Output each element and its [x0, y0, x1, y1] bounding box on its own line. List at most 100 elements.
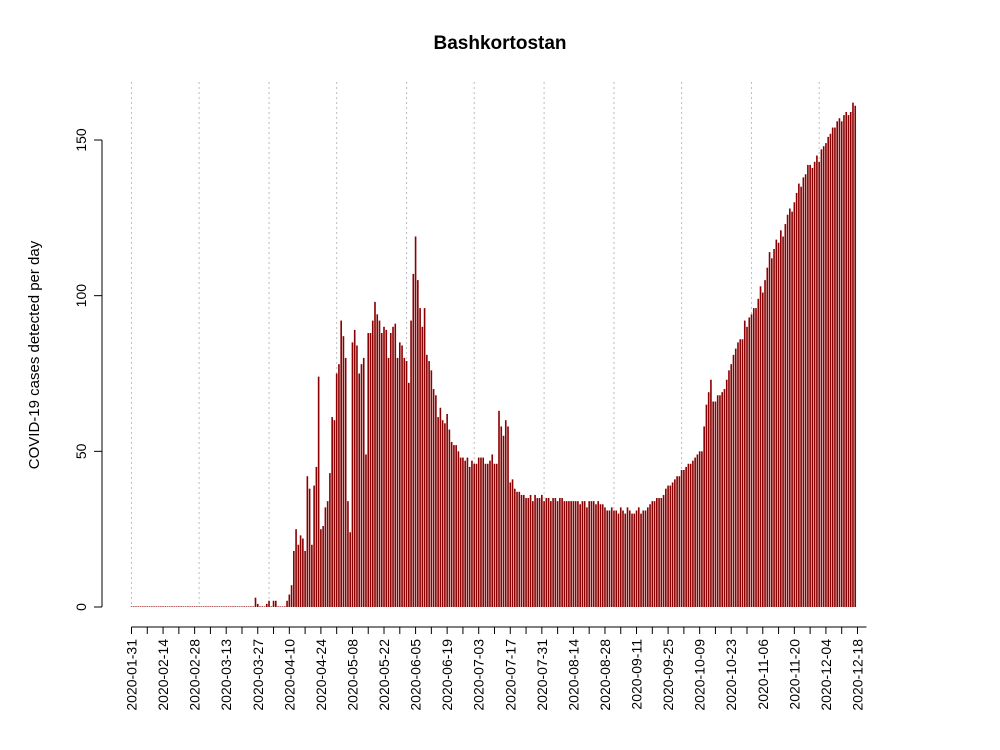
bar: [435, 395, 437, 607]
bar: [601, 504, 604, 607]
bar: [522, 494, 525, 607]
bar: [791, 211, 793, 608]
bar: [281, 606, 284, 607]
bar: [256, 603, 259, 607]
bar: [198, 606, 200, 607]
x-tick-label: 2020-11-20: [786, 639, 802, 710]
bar: [538, 498, 541, 607]
bar: [599, 504, 602, 607]
x-tick-label: 2020-01-31: [124, 639, 140, 711]
bar: [617, 513, 620, 607]
bar: [265, 603, 268, 607]
y-tick-label: 150: [73, 128, 89, 152]
bar: [272, 600, 275, 607]
x-tick-label: 2020-06-05: [408, 639, 424, 711]
bar: [444, 423, 446, 607]
bar: [840, 121, 843, 607]
bar: [227, 606, 230, 607]
bar: [653, 501, 656, 607]
bar: [383, 326, 385, 607]
bar: [448, 429, 451, 607]
x-tick-label: 2020-04-24: [313, 639, 329, 711]
bar: [678, 476, 681, 607]
bars: [130, 102, 857, 608]
bar: [146, 606, 149, 607]
bar: [498, 410, 500, 607]
bar: [820, 149, 823, 607]
chart-title: Bashkortostan: [433, 33, 566, 54]
bar: [412, 273, 415, 607]
bar: [685, 466, 687, 607]
bar: [775, 239, 778, 607]
bar: [211, 606, 214, 607]
bar: [329, 473, 331, 607]
bar: [570, 501, 572, 607]
bar: [716, 395, 719, 607]
bar: [376, 314, 379, 607]
bar: [658, 498, 660, 607]
bar: [148, 606, 151, 607]
bar: [649, 504, 651, 607]
x-tick-label: 2020-08-28: [597, 639, 613, 711]
bar: [845, 111, 848, 607]
bar: [200, 606, 203, 607]
bar: [423, 308, 426, 607]
bar: [541, 494, 543, 607]
bar: [782, 236, 784, 607]
bar: [135, 606, 137, 607]
bar: [466, 457, 469, 607]
bar: [509, 482, 512, 607]
bar: [401, 345, 403, 607]
x-tick-label: 2020-12-04: [818, 639, 834, 711]
bar: [637, 507, 640, 607]
bar: [389, 333, 392, 607]
bar: [793, 202, 796, 607]
bar: [640, 513, 642, 607]
bar: [347, 501, 349, 607]
y-axis-label: COVID-19 cases detected per day: [26, 240, 43, 469]
bar: [732, 354, 735, 607]
bar: [619, 507, 622, 607]
bar: [795, 192, 798, 607]
bar: [511, 479, 514, 607]
bar: [311, 544, 313, 607]
bar: [342, 336, 345, 607]
bar: [331, 417, 333, 607]
bar: [491, 454, 494, 607]
bar: [563, 501, 566, 607]
bar: [365, 454, 367, 607]
bar: [369, 333, 372, 607]
x-tick-label: 2020-05-22: [376, 639, 392, 711]
bar: [493, 463, 496, 607]
bar: [254, 597, 257, 607]
bar: [561, 498, 563, 607]
bar: [417, 280, 419, 607]
x-tick-label: 2020-02-14: [155, 639, 171, 711]
bar: [687, 463, 690, 607]
bar: [218, 606, 221, 607]
bar: [705, 404, 708, 607]
bar: [852, 102, 854, 607]
bar: [414, 236, 417, 607]
bar: [545, 498, 548, 607]
x-tick-label: 2020-11-06: [755, 639, 771, 710]
bar: [669, 485, 672, 607]
y-tick-label: 50: [73, 443, 89, 459]
bar: [295, 529, 297, 607]
bar: [340, 320, 342, 607]
bar: [556, 501, 559, 607]
bar: [299, 535, 302, 607]
bar: [825, 143, 827, 608]
bar: [606, 510, 609, 607]
bar: [326, 501, 329, 607]
bar: [818, 161, 820, 608]
bar: [335, 373, 338, 607]
bar: [581, 501, 584, 607]
bar: [351, 342, 354, 607]
bar: [525, 498, 527, 607]
bar: [676, 476, 678, 607]
bar: [534, 494, 536, 607]
bar: [374, 301, 376, 607]
bar: [175, 606, 178, 607]
bar: [410, 320, 412, 607]
